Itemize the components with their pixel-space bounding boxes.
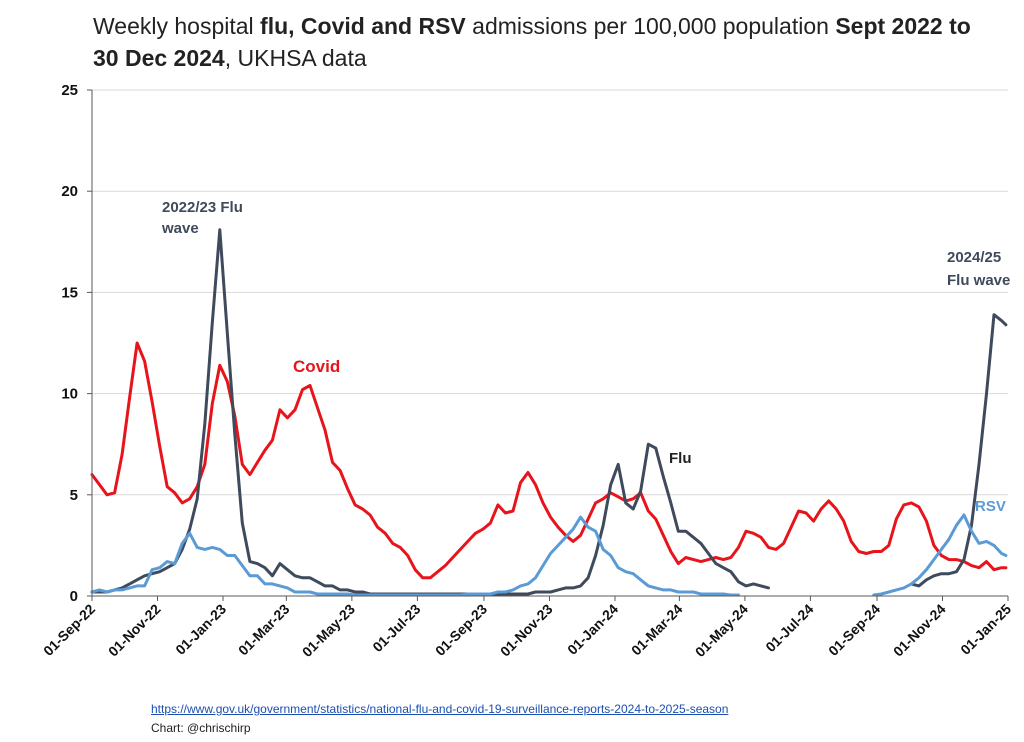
x-tick-label-7: 01-Nov-23: [497, 601, 556, 660]
gridlines: [92, 89, 1008, 496]
x-tick-label-4: 01-May-23: [299, 601, 358, 660]
y-tick-label-5: 5: [70, 487, 78, 504]
x-tick-label-14: 01-Jan-25: [957, 601, 1014, 658]
series-line-flu: [90, 228, 1008, 596]
series-line-covid: [90, 341, 1008, 580]
title-part-2: admissions per 100,000 population: [465, 13, 836, 39]
annotation-flu-wave-2223-line1: 2022/23 Flu: [162, 199, 243, 216]
annotation-flu-wave-2425-line1: 2024/25: [947, 249, 1001, 266]
annotation-flu: Flu: [669, 450, 692, 467]
x-tick-label-6: 01-Sep-23: [432, 601, 490, 659]
x-tick-label-12: 01-Sep-24: [825, 601, 883, 659]
annotation-flu-wave-2223-line2: wave: [161, 220, 199, 237]
x-tick-label-11: 01-Jul-24: [762, 601, 816, 655]
y-tick-label-15: 15: [61, 284, 78, 301]
source-link[interactable]: https://www.gov.uk/government/statistics…: [151, 702, 729, 716]
chart-credit: Chart: @chrischirp: [151, 721, 251, 735]
x-tick-label-9: 01-Mar-24: [628, 601, 686, 659]
y-tick-label-0: 0: [70, 588, 78, 605]
series-line-rsv: [90, 513, 1008, 597]
x-tick-label-1: 01-Nov-22: [105, 601, 164, 660]
x-tick-label-2: 01-Jan-23: [172, 601, 229, 658]
annotation-covid: Covid: [293, 357, 340, 376]
annotation-flu-wave-2425-line2: Flu wave: [947, 272, 1010, 289]
x-tick-label-5: 01-Jul-23: [369, 601, 423, 655]
y-axis-ticks: 0 5 10 15 20 25: [61, 82, 92, 605]
x-tick-label-0: 01-Sep-22: [40, 601, 98, 659]
y-tick-label-25: 25: [61, 82, 78, 99]
title-part-1: Weekly hospital: [93, 13, 261, 39]
title-bold-1: flu, Covid and RSV: [260, 13, 466, 39]
x-axis-ticks: 01-Sep-22 01-Nov-22 01-Jan-23 01-Mar-23 01-M…: [40, 596, 1014, 660]
x-tick-label-8: 01-Jan-24: [564, 601, 621, 658]
x-tick-label-3: 01-Mar-23: [235, 601, 293, 659]
title-part-3: , UKHSA data: [224, 45, 367, 71]
title-bold-2: Sept 2022 to 30 Dec 2024: [93, 13, 971, 71]
y-tick-label-10: 10: [61, 386, 78, 403]
x-tick-label-10: 01-May-24: [692, 601, 751, 660]
series-lines: [90, 228, 1008, 597]
chart-title: Weekly hospital flu, Covid and RSV admis…: [93, 10, 993, 74]
y-tick-label-20: 20: [61, 183, 78, 200]
annotation-rsv: RSV: [975, 498, 1006, 515]
x-tick-label-13: 01-Nov-24: [890, 601, 949, 660]
